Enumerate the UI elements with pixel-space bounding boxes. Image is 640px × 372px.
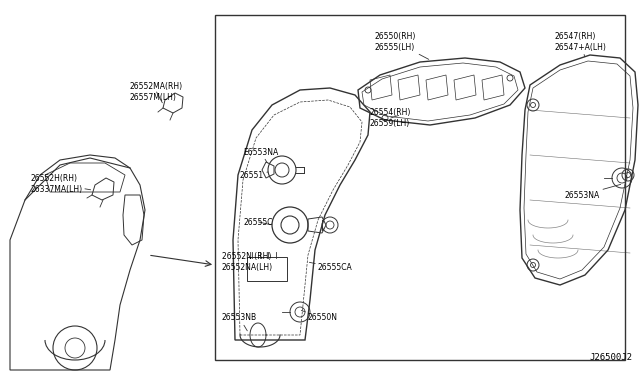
- Text: 26552N (RH)
26552NA(LH): 26552N (RH) 26552NA(LH): [222, 252, 273, 272]
- Text: 26550N: 26550N: [301, 311, 338, 323]
- Text: 26547(RH)
26547+A(LH): 26547(RH) 26547+A(LH): [555, 32, 607, 57]
- Text: 26555CA: 26555CA: [309, 262, 353, 273]
- Text: E6553NA: E6553NA: [243, 148, 278, 163]
- Text: J26500J2: J26500J2: [589, 353, 632, 362]
- Text: 26555C: 26555C: [244, 218, 273, 227]
- Text: 26552H(RH)
26337MA(LH): 26552H(RH) 26337MA(LH): [30, 174, 91, 194]
- Text: 26550(RH)
26555(LH): 26550(RH) 26555(LH): [375, 32, 429, 60]
- Text: 26553NB: 26553NB: [222, 314, 257, 331]
- Text: 26551: 26551: [240, 170, 268, 180]
- Text: 26554(RH)
26559(LH): 26554(RH) 26559(LH): [370, 108, 412, 128]
- Text: 26552MA(RH)
26557M(LH): 26552MA(RH) 26557M(LH): [130, 82, 183, 103]
- Text: 26553NA: 26553NA: [565, 185, 621, 199]
